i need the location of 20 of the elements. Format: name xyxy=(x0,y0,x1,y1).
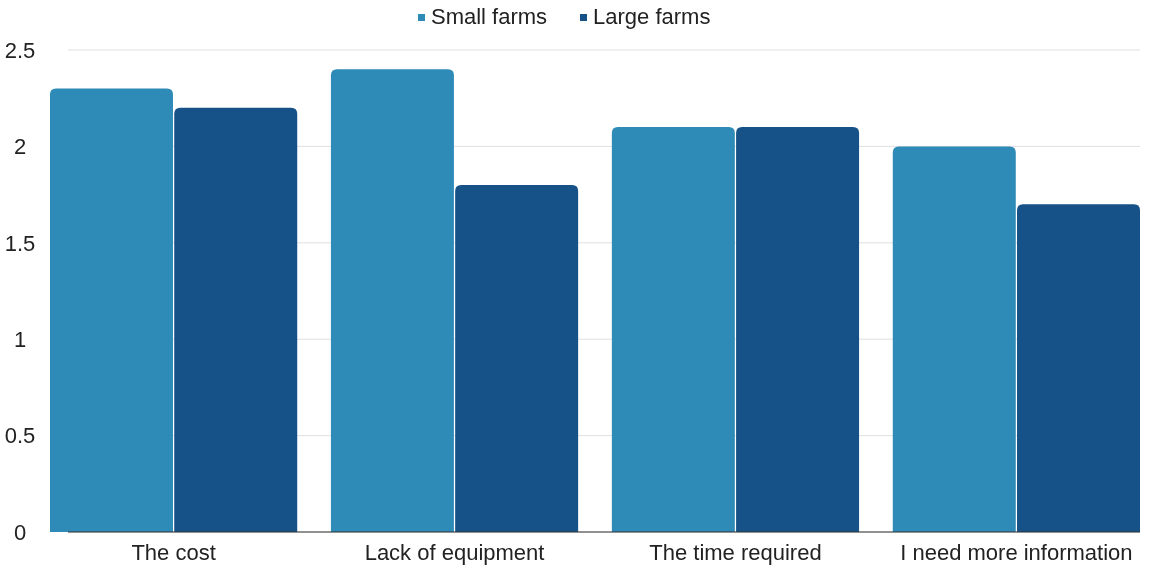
x-tick-label: I need more information xyxy=(900,540,1133,565)
x-tick-label: The time required xyxy=(649,540,822,565)
legend-label: Small farms xyxy=(431,4,548,29)
y-tick-label: 0.5 xyxy=(4,423,36,449)
y-tick-label: 1 xyxy=(13,326,27,352)
bar xyxy=(455,184,579,532)
x-tick-label: The cost xyxy=(131,540,216,565)
x-tick-label: Lack of equipment xyxy=(364,540,545,565)
bar xyxy=(50,88,173,532)
bar xyxy=(1017,204,1140,532)
bar xyxy=(174,107,298,532)
bar xyxy=(736,127,860,532)
bar xyxy=(330,69,454,532)
legend-label: Large farms xyxy=(593,4,711,29)
y-tick-label: 0 xyxy=(13,519,27,545)
y-tick-label: 1.5 xyxy=(4,230,36,256)
bar xyxy=(611,127,735,532)
bar xyxy=(892,146,1016,532)
y-tick-label: 2 xyxy=(13,134,27,160)
y-tick-label: 2.5 xyxy=(4,37,36,63)
